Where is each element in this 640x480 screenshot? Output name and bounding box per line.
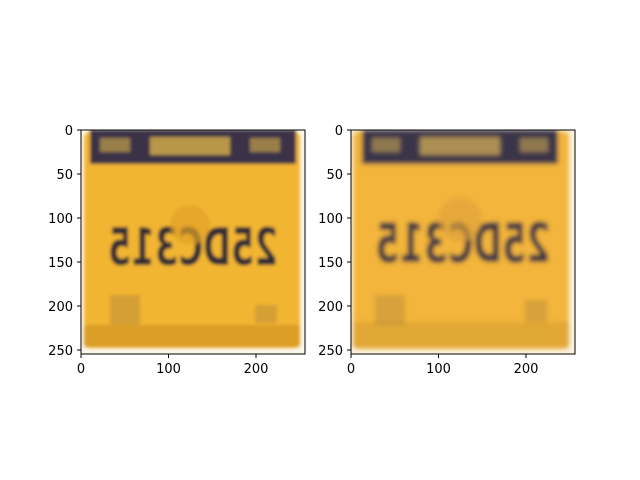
right-x-axis: 0 100 200 <box>347 354 539 377</box>
left-y-tick-label: 200 <box>48 300 73 315</box>
left-y-axis: 0 50 100 150 200 250 <box>48 124 81 359</box>
left-panel: 25DC315 0 100 200 0 50 100 <box>48 124 305 377</box>
left-y-tick-label: 50 <box>56 168 73 183</box>
left-y-tick-label: 0 <box>65 124 73 139</box>
right-y-tick-label: 0 <box>335 124 343 139</box>
left-plate-image: 25DC315 <box>81 130 305 354</box>
left-x-tick-label: 100 <box>156 362 181 377</box>
right-x-tick-label: 0 <box>347 362 355 377</box>
right-plate-image: 25DC315 <box>351 130 575 354</box>
left-x-tick-label: 0 <box>77 362 85 377</box>
left-x-axis: 0 100 200 <box>77 354 269 377</box>
right-y-tick-label: 100 <box>318 212 343 227</box>
right-y-axis: 0 50 100 150 200 250 <box>318 124 351 359</box>
right-x-tick-label: 100 <box>426 362 451 377</box>
left-y-tick-label: 100 <box>48 212 73 227</box>
left-y-tick-label: 150 <box>48 256 73 271</box>
left-y-tick-label: 250 <box>48 344 73 359</box>
right-y-tick-label: 150 <box>318 256 343 271</box>
right-x-tick-label: 200 <box>514 362 539 377</box>
right-y-tick-label: 250 <box>318 344 343 359</box>
right-y-tick-label: 50 <box>326 168 343 183</box>
right-panel: 25DC315 0 100 200 0 50 100 <box>318 124 575 377</box>
right-y-tick-label: 200 <box>318 300 343 315</box>
left-x-tick-label: 200 <box>244 362 269 377</box>
